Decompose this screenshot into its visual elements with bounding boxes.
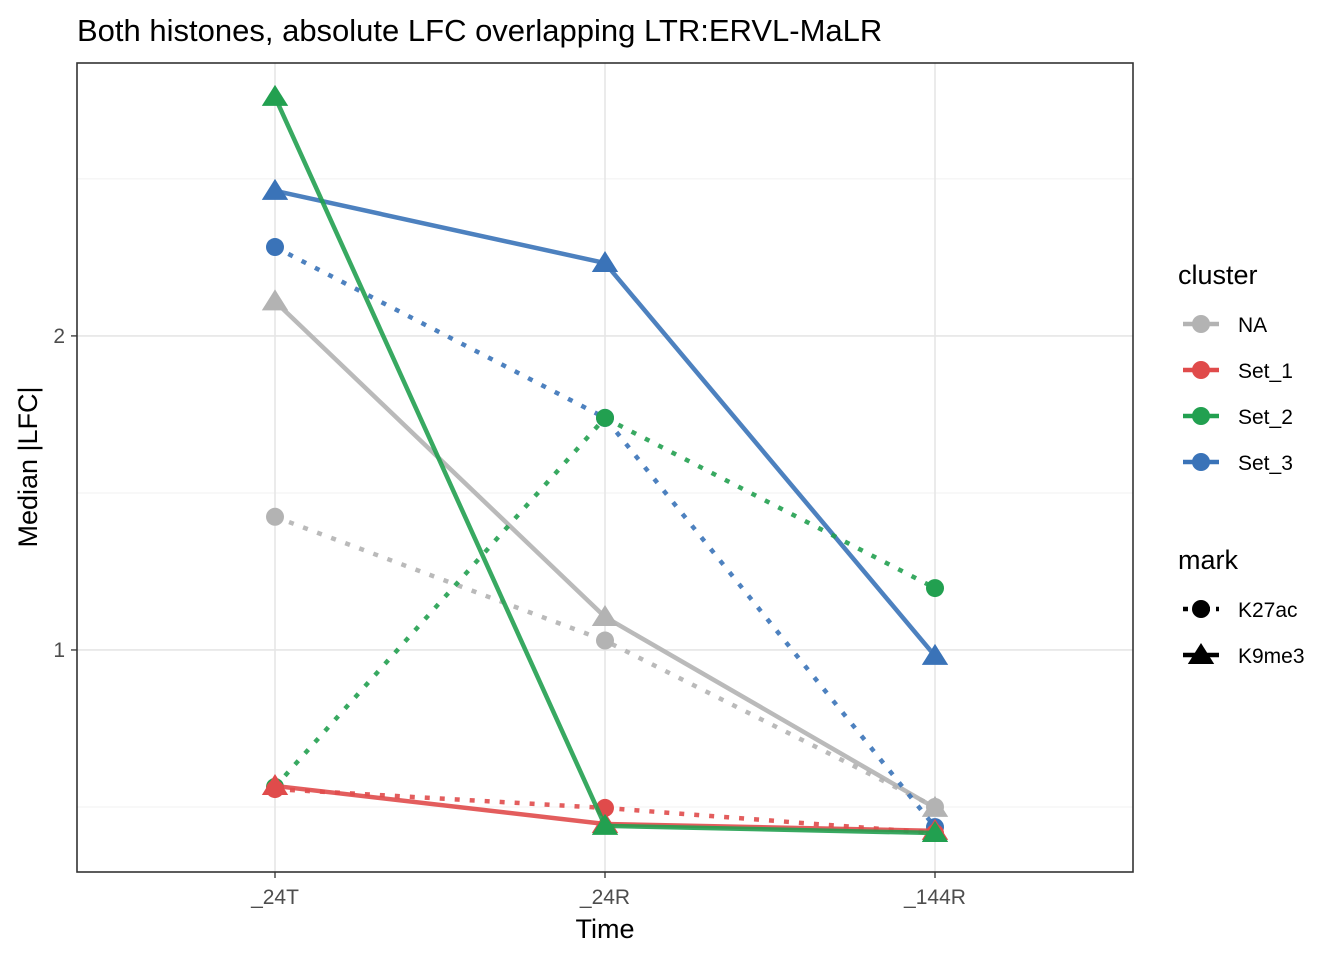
legend-label-Set_3: Set_3 xyxy=(1238,452,1293,475)
point-Set_2-K9me3 xyxy=(261,84,289,106)
y-axis-label: Median |LFC| xyxy=(13,386,43,547)
x-axis-label: Time xyxy=(576,914,635,944)
point-Set_3-K27ac xyxy=(266,238,284,257)
plot-border xyxy=(76,62,1134,873)
point-NA-K9me3 xyxy=(591,604,619,626)
legend-label-NA: NA xyxy=(1238,314,1267,337)
legend-key-point xyxy=(1192,453,1210,471)
point-Set_3-K9me3 xyxy=(591,251,619,273)
point-Set_1-K9me3 xyxy=(261,773,289,795)
point-Set_2-K27ac xyxy=(596,408,614,427)
chart-title: Both histones, absolute LFC overlapping … xyxy=(77,13,882,48)
x-tick-label: _24R xyxy=(579,886,630,909)
legend-key-point xyxy=(1187,643,1215,664)
legend-label-Set_1: Set_1 xyxy=(1238,360,1293,383)
point-NA-K27ac xyxy=(266,507,284,526)
legend-label-K27ac: K27ac xyxy=(1238,599,1298,622)
x-tick-label: _24T xyxy=(250,886,299,909)
point-Set_2-K9me3 xyxy=(921,821,949,843)
legend-key-point xyxy=(1192,407,1210,425)
point-Set_2-K27ac xyxy=(926,579,944,598)
point-Set_3-K9me3 xyxy=(261,178,289,200)
x-tick-label: _144R xyxy=(903,886,966,909)
point-NA-K9me3 xyxy=(261,289,289,311)
y-tick-label: 2 xyxy=(53,325,65,348)
point-Set_2-K9me3 xyxy=(591,813,619,835)
legend-title-cluster: cluster xyxy=(1178,260,1258,290)
point-Set_3-K9me3 xyxy=(921,643,949,665)
legend-key-point xyxy=(1192,315,1210,333)
legend-key-point xyxy=(1192,600,1210,618)
series-line-Set_3-K27ac xyxy=(273,245,937,829)
point-NA-K27ac xyxy=(596,631,614,650)
legend-label-Set_2: Set_2 xyxy=(1238,406,1293,429)
legend-key-point xyxy=(1192,361,1210,379)
legend-title-mark: mark xyxy=(1178,545,1238,575)
legend-label-K9me3: K9me3 xyxy=(1238,645,1305,668)
point-NA-K27ac xyxy=(926,797,944,816)
y-tick-label: 1 xyxy=(53,639,65,662)
